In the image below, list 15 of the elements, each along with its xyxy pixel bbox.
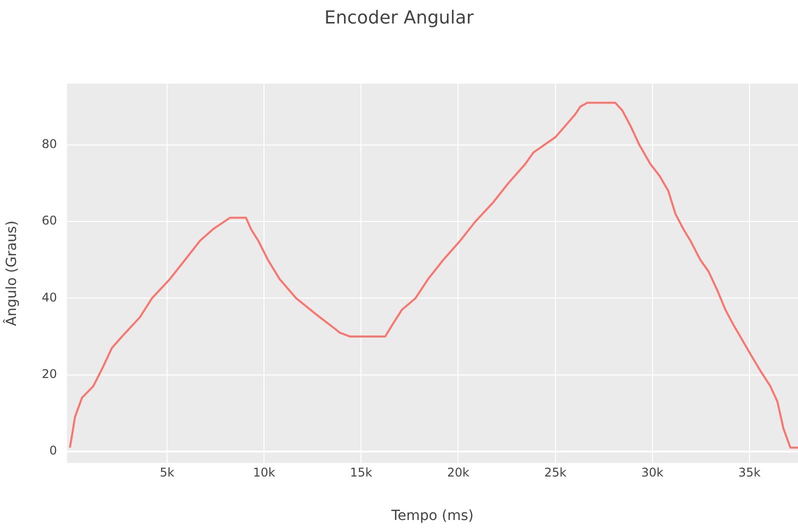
x-tick-label: 10k — [252, 465, 276, 480]
y-tick-label: 60 — [42, 214, 57, 228]
y-axis-title: Ângulo (Graus) — [3, 220, 20, 326]
y-tick-label: 20 — [42, 366, 57, 381]
y-tick-label: 0 — [49, 444, 57, 458]
x-tick-label: 25k — [544, 465, 566, 480]
x-tick-label: 15k — [350, 465, 372, 480]
x-tick-label: 35k — [738, 465, 761, 480]
x-axis-title: Tempo (ms) — [390, 508, 474, 524]
x-tick-label: 30k — [641, 465, 664, 480]
x-tick-label: 20k — [447, 465, 470, 480]
y-tick-label: 40 — [42, 290, 57, 304]
y-tick-label: 80 — [42, 137, 57, 152]
x-tick-label: 5k — [160, 465, 174, 480]
chart-title: Encoder Angular — [324, 7, 474, 28]
